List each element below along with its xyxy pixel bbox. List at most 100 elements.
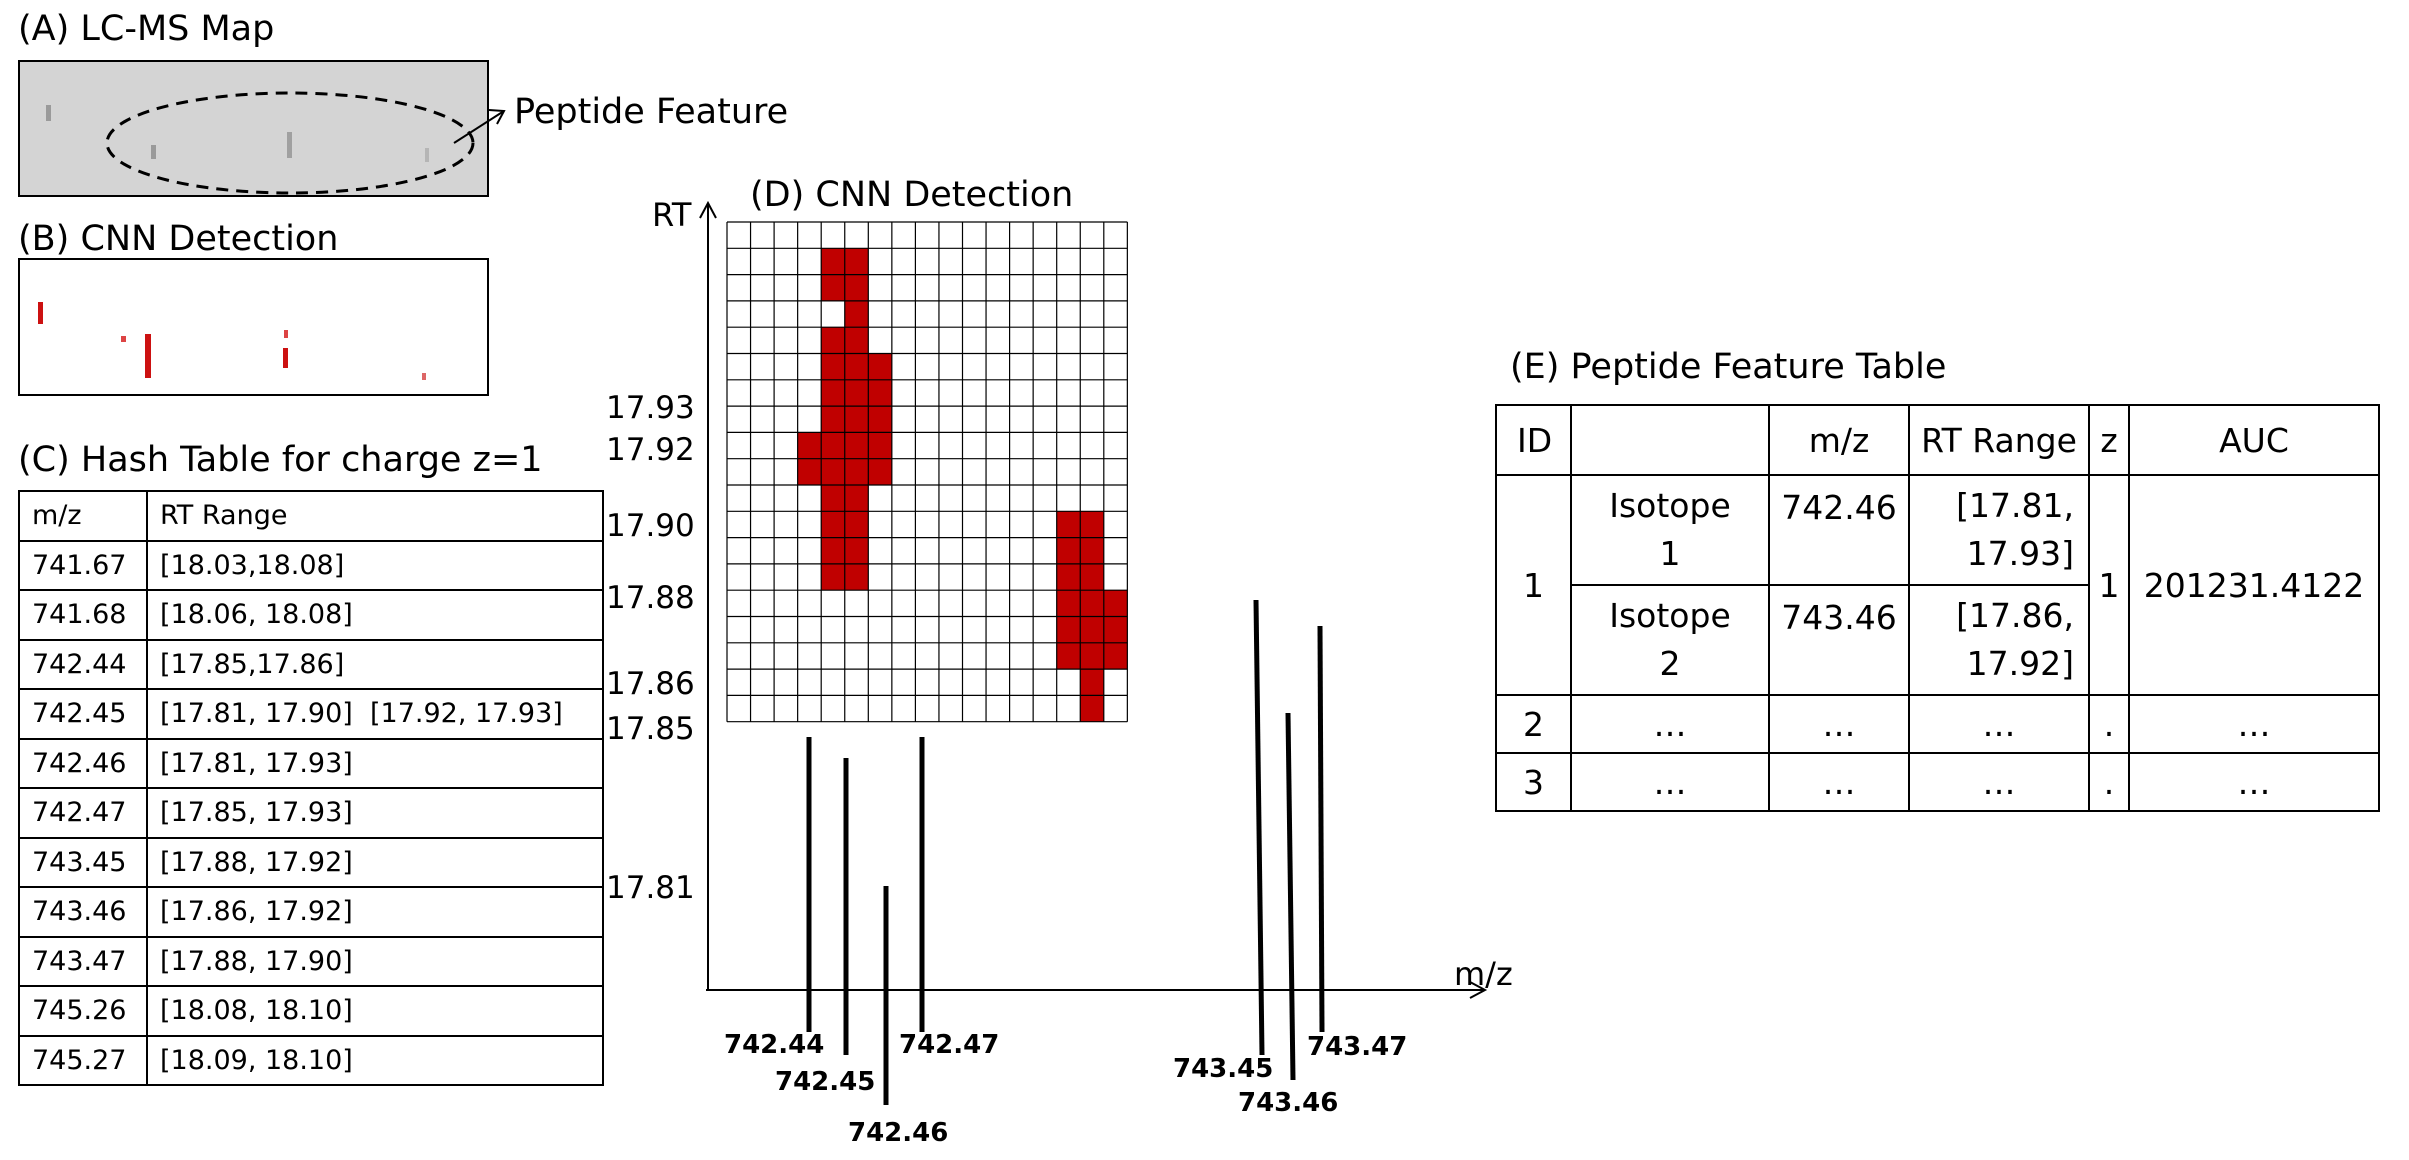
mz-label: 742.45 <box>775 1067 876 1097</box>
detected-cell <box>844 353 869 380</box>
detected-cell <box>844 379 869 407</box>
row-mz: 745.27 <box>18 1034 148 1086</box>
detected-cell <box>821 485 845 512</box>
row-mz: 741.68 <box>18 589 148 641</box>
feature-id: 1 <box>1495 474 1572 696</box>
signal-streak <box>425 148 429 162</box>
detected-cell <box>821 537 845 564</box>
row-z: . <box>2088 752 2130 812</box>
detection-streak <box>283 348 288 368</box>
mz-label: 742.46 <box>848 1118 949 1148</box>
detected-cell <box>797 432 822 459</box>
detected-cell <box>1080 616 1104 643</box>
hash-table-row: 745.26 [18.08, 18.10] <box>18 985 604 1037</box>
row-mz: 743.45 <box>18 836 148 888</box>
panel-c-title: (C) Hash Table for charge z=1 <box>18 440 543 480</box>
detected-cell <box>868 458 892 485</box>
detected-cell <box>844 248 869 275</box>
row-mz: 742.44 <box>18 638 148 690</box>
signal-streak <box>287 132 292 158</box>
detection-streak <box>284 330 288 338</box>
detected-cell <box>1056 642 1081 670</box>
row-rt-range: [18.08, 18.10] <box>146 985 604 1037</box>
detected-cell <box>1056 616 1081 643</box>
detected-cell <box>844 300 869 328</box>
detected-cell <box>797 458 822 485</box>
hash-table-row: 742.47 [17.85, 17.93] <box>18 787 604 839</box>
mz-label: 743.47 <box>1307 1032 1408 1062</box>
detected-cell <box>1080 511 1104 538</box>
row-auc: … <box>2128 752 2380 812</box>
rt-range-line: 17.93] <box>1966 534 2074 573</box>
row-rt-range: [17.88, 17.92] <box>146 836 604 888</box>
rt-tick-label: 17.85 <box>606 711 695 747</box>
panel-e-title: (E) Peptide Feature Table <box>1510 347 1947 387</box>
feature-row-3: 3 … … … . … <box>1495 752 2380 812</box>
hash-table-row: 742.46 [17.81, 17.93] <box>18 737 604 789</box>
detected-cell <box>1056 537 1081 564</box>
mz-label: 742.47 <box>899 1030 1000 1060</box>
detected-cell <box>844 274 869 301</box>
detected-cell <box>844 511 869 538</box>
rt-range-line: [17.86, <box>1956 596 2074 636</box>
feature-table-header: ID m/z RT Range z AUC <box>1495 404 2380 476</box>
hash-table-row: 742.44 [17.85,17.86] <box>18 638 604 690</box>
row-mz: 745.26 <box>18 985 148 1037</box>
feature-row-1-isotope-1: 1 Isotope 1 742.46 [17.81, 17.93] 1 2012… <box>1495 474 2380 696</box>
x-axis-label: m/z <box>1454 955 1513 993</box>
row-rt-range: … <box>1908 752 2090 812</box>
signal-streak <box>46 105 51 121</box>
detected-cell <box>821 274 845 301</box>
x-axis-arrowhead <box>1469 981 1488 999</box>
row-mz: 741.67 <box>18 539 148 591</box>
detection-streak <box>38 302 43 324</box>
peptide-feature-callout: Peptide Feature <box>514 92 789 132</box>
detected-cell <box>868 353 892 380</box>
hash-table-row: 743.47 [17.88, 17.90] <box>18 935 604 987</box>
rt-range-line: [17.81, <box>1956 486 2074 526</box>
panel-b-title: (B) CNN Detection <box>18 219 339 259</box>
detected-cell <box>821 511 845 538</box>
isotope-mz: 742.46 <box>1768 474 1910 586</box>
rt-tick-label: 17.86 <box>606 666 695 702</box>
isotope-label: Isotope 1 <box>1570 474 1770 586</box>
row-mz: 742.45 <box>18 688 148 740</box>
detected-cell <box>1056 563 1081 591</box>
detection-streak <box>121 336 126 342</box>
feature-row-1-isotope-2: Isotope 2 743.46 [17.86, 17.92] <box>1496 584 2379 696</box>
peptide-feature-table: ID m/z RT Range z AUC 1 Isotope 1 742.46… <box>1495 404 2380 812</box>
header-mz: m/z <box>1768 404 1910 476</box>
detected-cell <box>1103 590 1128 617</box>
detected-cell <box>1080 590 1104 617</box>
row-rt-range: … <box>1908 694 2090 754</box>
rt-tick-label: 17.81 <box>606 870 695 906</box>
signal-streak <box>151 145 156 159</box>
feature-auc: 201231.4122 <box>2128 474 2380 696</box>
rt-tick-label: 17.90 <box>606 508 695 544</box>
callout-arrow <box>453 110 505 144</box>
detected-cell <box>844 458 869 485</box>
isotope-rt-range: [17.86, 17.92] <box>1908 584 2090 696</box>
isotope-rt-range: [17.81, 17.93] <box>1908 474 2090 586</box>
row-auc: … <box>2128 694 2380 754</box>
isotope-label: Isotope 2 <box>1570 584 1770 696</box>
detected-cell <box>1080 537 1104 564</box>
hash-table-row: 743.45 [17.88, 17.92] <box>18 836 604 888</box>
mz-label: 742.44 <box>724 1030 825 1060</box>
header-mz: m/z <box>18 490 148 542</box>
mz-label: 743.46 <box>1238 1088 1339 1118</box>
isotope-mz: 743.46 <box>1768 584 1910 696</box>
detected-cell <box>868 432 892 459</box>
hash-table-row: 741.68 [18.06, 18.08] <box>18 589 604 641</box>
y-axis-arrowhead <box>699 200 717 219</box>
detected-cell <box>821 563 845 591</box>
row-rt-range: [17.85, 17.93] <box>146 787 604 839</box>
row-rt-range: [18.03,18.08] <box>146 539 604 591</box>
detected-cell <box>844 485 869 512</box>
detected-cell <box>844 327 869 354</box>
rt-tick-label: 17.88 <box>606 580 695 616</box>
row-mz: 743.47 <box>18 935 148 987</box>
header-rt-range: RT Range <box>146 490 604 542</box>
detected-cell <box>1056 511 1081 538</box>
detected-cell <box>844 537 869 564</box>
